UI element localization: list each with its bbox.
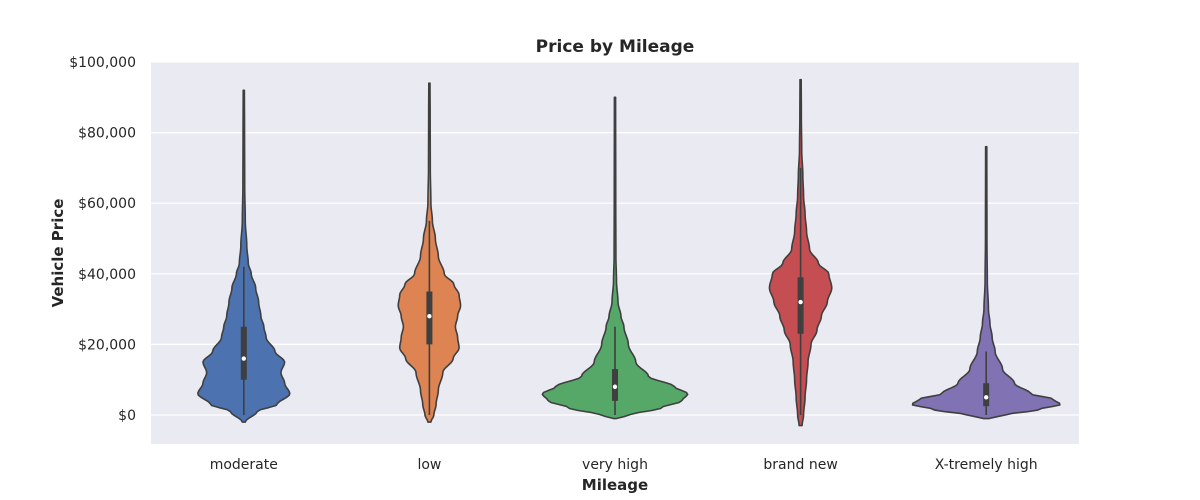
violin-low [397, 82, 462, 423]
x-tick-labels: moderate low very high brand new X-tremely h… [210, 457, 1038, 473]
violin-median [241, 356, 246, 361]
violin-median [612, 384, 618, 389]
y-tick-label: $80,000 [78, 126, 136, 142]
y-tick-label: $20,000 [78, 337, 136, 353]
x-tick-label: brand new [763, 457, 837, 473]
chart-title: Price by Mileage [536, 37, 695, 57]
x-tick-label: low [417, 457, 441, 473]
x-tick-label: X-tremely high [935, 457, 1038, 473]
violin-body [911, 145, 1061, 420]
x-tick-label: very high [582, 457, 648, 473]
violin-moderate [197, 89, 291, 423]
violin-body [197, 89, 291, 423]
y-tick-label: $40,000 [78, 267, 136, 283]
violin-body [541, 96, 689, 420]
y-tick-labels: $0 $20,000 $40,000 $60,000 $80,000 $100,000 [69, 55, 136, 424]
y-tick-label: $0 [118, 408, 136, 424]
violin-x-tremely-high [911, 145, 1061, 420]
y-tick-label: $60,000 [78, 196, 136, 212]
violin-median [798, 299, 803, 305]
y-tick-label: $100,000 [69, 55, 136, 71]
violin-median [984, 395, 989, 400]
violin-median [427, 313, 432, 319]
x-axis-label: Mileage [582, 476, 648, 494]
violin-very-high [541, 96, 689, 420]
violins [197, 78, 1061, 427]
y-axis-label: Vehicle Price [49, 199, 67, 308]
violin-brand-new [768, 78, 833, 427]
x-tick-label: moderate [210, 457, 278, 473]
